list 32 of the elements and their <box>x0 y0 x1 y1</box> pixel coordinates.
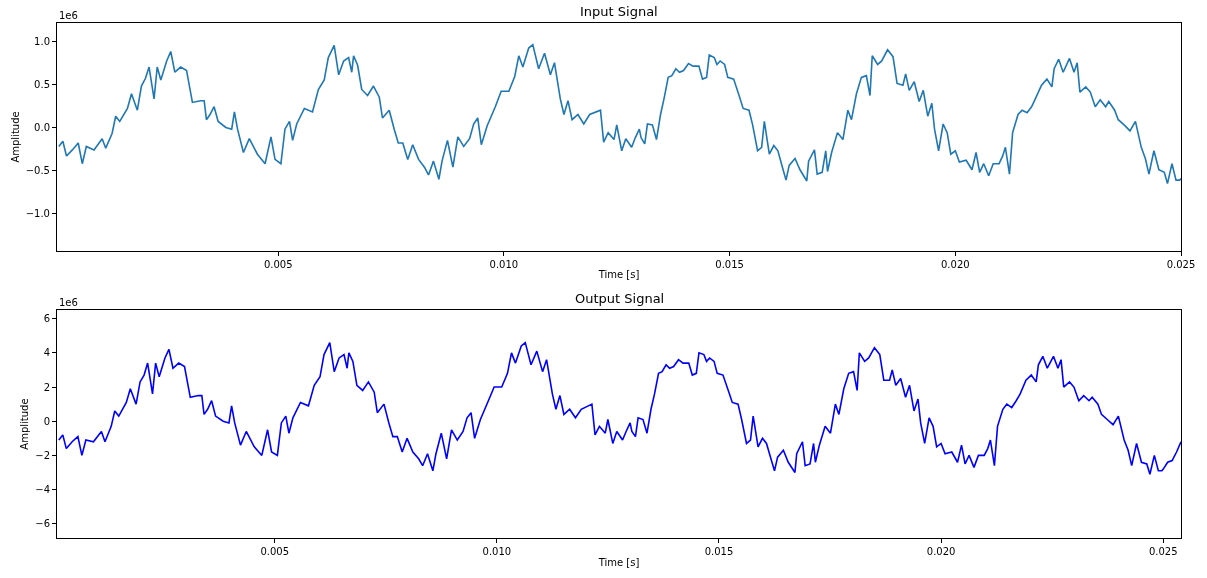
y-tick-label: 0 <box>43 415 50 427</box>
y-tick-label: −0.5 <box>25 165 50 177</box>
y-tick-label: −4 <box>35 484 50 496</box>
line-series <box>58 43 1181 185</box>
x-tick-label: 0.010 <box>489 258 519 270</box>
y-tick-label: 0.5 <box>34 78 50 90</box>
text: 1e6 <box>59 297 78 308</box>
x-tick-label: 0.010 <box>482 546 512 557</box>
y-axis-title: Amplitude <box>9 111 21 163</box>
y-tick-label: −2 <box>35 449 50 461</box>
x-axis-title: Time [s] <box>597 556 640 568</box>
y-tick-label: 4 <box>43 347 50 359</box>
x-axis-title: Time [s] <box>597 269 640 281</box>
y-tick-label: 1.0 <box>34 35 50 47</box>
x-tick-label: 0.025 <box>1166 258 1196 270</box>
x-tick-label: 0.015 <box>704 546 734 557</box>
x-tick-label: 0.020 <box>940 258 970 270</box>
x-tick-label: 0.025 <box>1148 546 1178 557</box>
y-tick-label: −6 <box>35 518 50 530</box>
chart-title: Output Signal <box>575 291 665 306</box>
y-tick-label: 2 <box>43 381 50 393</box>
chart-title: Input Signal <box>580 4 658 19</box>
x-tick-label: 0.005 <box>263 258 293 270</box>
text: 1e6 <box>59 10 78 21</box>
y-tick-label: 6 <box>43 313 50 325</box>
x-tick-label: 0.015 <box>715 258 744 270</box>
line-series <box>57 341 1181 476</box>
y-axis-title: Amplitude <box>19 398 31 450</box>
y-tick-label: 0.0 <box>34 121 50 133</box>
x-tick-label: 0.020 <box>926 546 956 557</box>
x-tick-label: 0.005 <box>260 546 290 557</box>
y-tick-label: −1.0 <box>25 208 50 220</box>
